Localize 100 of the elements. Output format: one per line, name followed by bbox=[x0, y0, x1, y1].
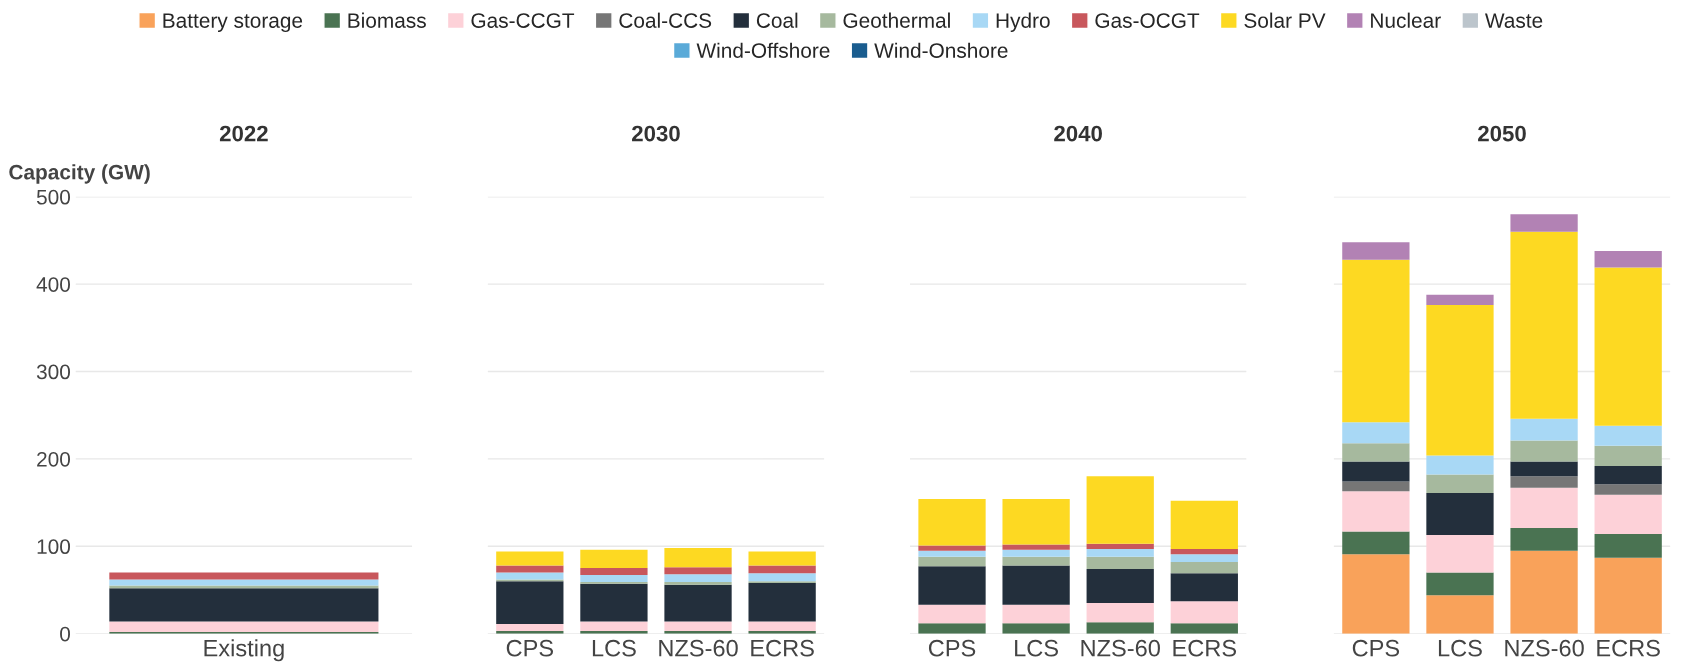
bar bbox=[1426, 534, 1494, 573]
bar bbox=[1170, 548, 1238, 555]
bar bbox=[918, 623, 986, 634]
bar bbox=[1342, 554, 1410, 634]
y-tick-label: 200 bbox=[37, 451, 71, 467]
bar bbox=[1594, 557, 1662, 634]
bar bbox=[1426, 294, 1494, 306]
legend-label: Solar PV bbox=[1244, 12, 1326, 28]
bar bbox=[1594, 425, 1662, 446]
bar bbox=[1510, 231, 1578, 419]
bar bbox=[1170, 573, 1238, 602]
bar bbox=[1510, 476, 1578, 488]
bar bbox=[1086, 548, 1154, 557]
legend-label: Coal-CCS bbox=[619, 12, 712, 28]
bar bbox=[1002, 604, 1070, 624]
x-tick-label: NZS-60 bbox=[659, 639, 738, 657]
bar bbox=[1002, 544, 1070, 550]
bar bbox=[1510, 527, 1578, 551]
bar bbox=[1170, 623, 1238, 634]
legend-label: Wind-Onshore bbox=[874, 42, 1008, 58]
bar bbox=[748, 573, 816, 582]
bar bbox=[1086, 568, 1154, 604]
bar bbox=[748, 582, 816, 622]
bar bbox=[1170, 500, 1238, 549]
bar bbox=[1594, 250, 1662, 268]
y-tick-label: 0 bbox=[60, 626, 71, 642]
x-tick-label: CPS bbox=[1352, 639, 1400, 657]
x-tick-label: LCS bbox=[1015, 639, 1058, 657]
chart-title: 2050 bbox=[1478, 125, 1526, 142]
bar bbox=[1426, 492, 1494, 535]
bar bbox=[1170, 601, 1238, 624]
legend-label: Hydro bbox=[996, 12, 1050, 33]
bar bbox=[1342, 242, 1410, 260]
bar bbox=[1086, 556, 1154, 569]
bar bbox=[664, 574, 732, 583]
bar bbox=[1594, 445, 1662, 466]
bar bbox=[580, 568, 648, 576]
legend-label: Waste bbox=[1485, 13, 1543, 28]
bar bbox=[1594, 267, 1662, 426]
bar bbox=[1342, 461, 1410, 482]
bar bbox=[1342, 481, 1410, 492]
bar bbox=[1342, 422, 1410, 444]
legend-label: Geothermal bbox=[843, 12, 950, 28]
bar bbox=[1510, 418, 1578, 441]
bar bbox=[1426, 474, 1494, 493]
x-tick-label: LCS bbox=[1438, 639, 1482, 657]
legend-label: Battery storage bbox=[163, 13, 303, 33]
bar bbox=[496, 551, 564, 566]
bar bbox=[580, 621, 648, 632]
x-tick-label: ECRS bbox=[1597, 639, 1660, 657]
bar bbox=[748, 551, 816, 566]
legend-label: Nuclear bbox=[1371, 12, 1441, 28]
y-tick-label: 500 bbox=[36, 189, 71, 205]
bar bbox=[1510, 440, 1578, 462]
legend-label: Biomass bbox=[348, 12, 426, 28]
bar bbox=[1170, 562, 1238, 574]
bar bbox=[1342, 259, 1410, 423]
x-tick-label: Existing bbox=[204, 639, 284, 662]
bar bbox=[918, 556, 986, 567]
bar bbox=[1510, 214, 1578, 232]
bar bbox=[1510, 461, 1578, 477]
legend-label: Coal bbox=[756, 12, 798, 28]
bar bbox=[1086, 476, 1154, 544]
bar bbox=[1342, 531, 1410, 555]
x-tick-label: NZS-60 bbox=[1505, 639, 1584, 657]
bar bbox=[1510, 487, 1578, 528]
bar bbox=[1002, 549, 1070, 557]
y-axis-title: Capacity (GW) bbox=[9, 164, 150, 184]
bar bbox=[1170, 554, 1238, 562]
bar bbox=[580, 549, 648, 569]
x-tick-label: CPS bbox=[928, 639, 976, 657]
bar bbox=[1002, 623, 1070, 634]
bar bbox=[1594, 484, 1662, 495]
bar bbox=[1594, 494, 1662, 535]
bar bbox=[496, 572, 564, 580]
x-tick-label: ECRS bbox=[1173, 639, 1237, 657]
bar bbox=[496, 624, 564, 632]
bar bbox=[1086, 622, 1154, 634]
bar bbox=[1426, 305, 1494, 456]
bar bbox=[109, 572, 379, 580]
bar bbox=[664, 621, 732, 632]
bar bbox=[1086, 543, 1154, 549]
bar bbox=[1426, 455, 1494, 475]
bar bbox=[664, 582, 732, 585]
chart-title: 2022 bbox=[219, 125, 268, 142]
bar bbox=[918, 545, 986, 551]
bar bbox=[1086, 603, 1154, 623]
bar bbox=[496, 581, 564, 625]
bar bbox=[1342, 491, 1410, 532]
legend-label: Gas-CCGT bbox=[471, 13, 575, 28]
bar bbox=[580, 583, 648, 622]
bar bbox=[1510, 550, 1578, 634]
y-tick-label: 400 bbox=[36, 277, 71, 292]
bar bbox=[1002, 565, 1070, 605]
y-tick-label: 100 bbox=[37, 539, 71, 555]
y-tick-label: 300 bbox=[36, 364, 71, 380]
bar bbox=[1002, 556, 1070, 566]
bar bbox=[109, 588, 379, 622]
x-tick-label: ECRS bbox=[751, 639, 814, 657]
bar bbox=[1342, 443, 1410, 462]
